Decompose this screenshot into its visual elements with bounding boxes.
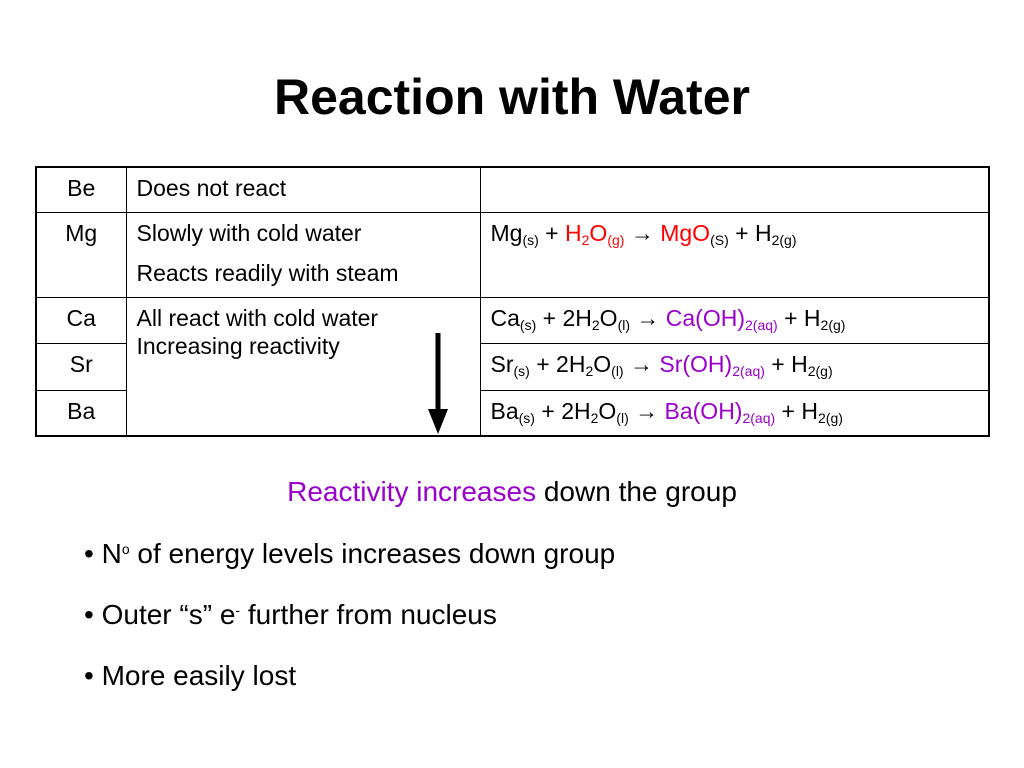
reactant: Mg xyxy=(490,219,523,246)
reactant-state: (s) xyxy=(519,316,537,333)
reactant-state: (s) xyxy=(518,409,535,426)
water-state: (l) xyxy=(617,316,630,333)
down-arrow-icon xyxy=(428,333,448,434)
product: Ca(OH) xyxy=(665,304,746,331)
equation-cell: Ba(s) + 2H2O(l) → Ba(OH)2(aq) + H2(g) xyxy=(479,389,990,437)
table-row: Ca All react with cold water Increasing … xyxy=(35,296,990,437)
hydrogen-gas: H xyxy=(754,219,772,246)
reaction-arrow: → xyxy=(623,350,660,377)
water-coefficient: 2 xyxy=(556,350,569,377)
water-formula: H2O(g) xyxy=(565,219,625,248)
reactant: Ca xyxy=(490,304,520,331)
plus-sign: + xyxy=(728,219,755,246)
product: Sr(OH) xyxy=(659,350,733,377)
reactant-state: (s) xyxy=(513,362,530,379)
plus-sign: + xyxy=(534,397,562,424)
description-cell: Slowly with cold water Reacts readily wi… xyxy=(125,211,481,298)
product-state: 2(aq) xyxy=(732,362,765,379)
water-state: (l) xyxy=(611,362,624,379)
description-line: Reacts readily with steam xyxy=(136,259,399,286)
plus-sign: + xyxy=(777,304,804,331)
reactant-state: (s) xyxy=(522,231,539,248)
element-cell: Ba xyxy=(35,389,127,437)
reaction-table: Be Does not react Mg Slowly with cold wa… xyxy=(35,166,990,437)
reaction-arrow: → xyxy=(624,219,661,246)
bullet-item: • More easily lost xyxy=(84,658,296,694)
element-cell: Ca xyxy=(35,296,127,344)
equation-cell xyxy=(479,166,990,213)
element-cell: Mg xyxy=(35,211,127,298)
summary-text: down the group xyxy=(536,476,737,507)
table-row: Ba Ba(s) + 2H2O(l) → Ba(OH)2(aq) + H2(g) xyxy=(35,389,990,437)
element-cell: Be xyxy=(35,166,127,213)
summary-line: Reactivity increases down the group xyxy=(0,474,1024,510)
description-line: Does not react xyxy=(136,175,287,201)
water-coefficient: 2 xyxy=(562,304,576,331)
water-hydrogen: H xyxy=(573,397,591,424)
product-state: 2(aq) xyxy=(745,316,778,333)
hydrogen-gas: H xyxy=(801,397,818,424)
water-oxygen: O xyxy=(593,350,612,377)
reaction-arrow: → xyxy=(630,304,666,331)
bullet-superscript: o xyxy=(121,541,130,557)
product: MgO xyxy=(660,219,711,246)
water-oxygen: O xyxy=(598,397,617,424)
water-hydrogen: H xyxy=(565,219,582,246)
plus-sign: + xyxy=(775,397,802,424)
bullet-text: N xyxy=(93,538,122,569)
plus-sign: + xyxy=(529,350,557,377)
bullet-mark: • xyxy=(84,599,94,630)
summary-highlight: Reactivity increases xyxy=(287,476,537,507)
bullet-mark: • xyxy=(84,538,94,569)
description-line: All react with cold water xyxy=(136,304,379,331)
hydrogen-gas: H xyxy=(803,304,821,331)
description-cell: Does not react xyxy=(125,166,481,213)
reactant: Ba xyxy=(490,397,519,424)
water-subscript: 2 xyxy=(590,409,599,426)
plus-sign: + xyxy=(764,350,792,377)
product-state: (S) xyxy=(710,231,729,248)
element-cell: Sr xyxy=(35,342,127,391)
hydrogen-gas-state: 2(g) xyxy=(771,231,797,248)
description-line: Slowly with cold water xyxy=(136,219,362,246)
plus-sign: + xyxy=(538,219,565,246)
bullet-mark: • xyxy=(84,660,94,691)
product: Ba(OH) xyxy=(664,397,743,424)
bullet-item: • Outer “s” e- further from nucleus xyxy=(84,597,497,633)
water-hydrogen: H xyxy=(568,350,586,377)
bullet-superscript: - xyxy=(235,602,241,618)
slide-title: Reaction with Water xyxy=(274,69,750,125)
equation-cell: Mg(s) + H2O(g) → MgO(S) + H2(g) xyxy=(479,211,990,298)
product-state: 2(aq) xyxy=(742,409,776,426)
description-line: Increasing reactivity xyxy=(136,332,340,359)
water-oxygen: O xyxy=(599,304,618,331)
equation-cell: Sr(s) + 2H2O(l) → Sr(OH)2(aq) + H2(g) xyxy=(479,342,990,391)
water-subscript: 2 xyxy=(581,231,590,248)
table-row: Be Does not react xyxy=(35,166,990,213)
water-oxygen: O xyxy=(589,219,608,246)
hydrogen-gas: H xyxy=(791,350,808,377)
water-subscript: 2 xyxy=(585,362,594,379)
reactant: Sr xyxy=(490,350,514,377)
plus-sign: + xyxy=(536,304,563,331)
bullet-text: Outer “s” e xyxy=(93,599,236,630)
water-hydrogen: H xyxy=(575,304,592,331)
water-coefficient: 2 xyxy=(561,397,574,424)
hydrogen-gas-state: 2(g) xyxy=(807,362,833,379)
bullet-text-rest: of energy levels increases down group xyxy=(129,538,616,569)
description-cell: All react with cold water Increasing rea… xyxy=(125,296,481,437)
hydrogen-gas-state: 2(g) xyxy=(818,409,843,426)
water-subscript: 2 xyxy=(591,316,600,333)
water-state: (g) xyxy=(607,231,625,248)
bullet-item: • No of energy levels increases down gro… xyxy=(84,536,615,572)
water-state: (l) xyxy=(616,409,629,426)
hydrogen-gas-state: 2(g) xyxy=(820,316,846,333)
bullet-text-rest: further from nucleus xyxy=(240,599,497,630)
equation-cell: Ca(s) + 2H2O(l) → Ca(OH)2(aq) + H2(g) xyxy=(479,296,990,344)
bullet-text: More easily lost xyxy=(93,660,297,691)
table-row: Mg Slowly with cold water Reacts readily… xyxy=(35,211,990,298)
reaction-arrow: → xyxy=(628,397,665,424)
